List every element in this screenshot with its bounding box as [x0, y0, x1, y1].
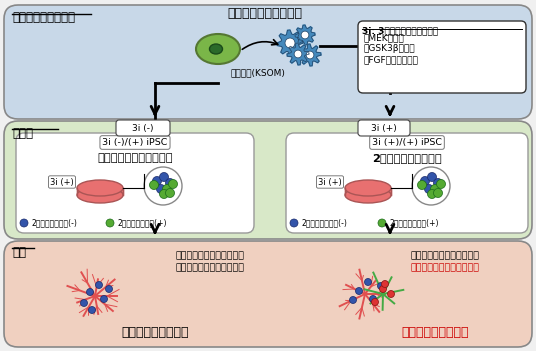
Ellipse shape: [345, 187, 391, 203]
Text: 分化成熟能力が低い: 分化成熟能力が低い: [121, 326, 189, 339]
FancyBboxPatch shape: [286, 133, 528, 233]
Circle shape: [106, 285, 113, 292]
Circle shape: [168, 179, 177, 188]
Circle shape: [80, 299, 87, 306]
Ellipse shape: [345, 180, 391, 196]
FancyBboxPatch shape: [4, 121, 532, 239]
Circle shape: [436, 179, 445, 188]
Text: 分化成熟能力が高い: 分化成熟能力が高い: [401, 326, 469, 339]
Circle shape: [153, 177, 161, 185]
Circle shape: [421, 177, 429, 185]
Circle shape: [290, 219, 298, 227]
Circle shape: [306, 51, 314, 59]
Circle shape: [371, 298, 378, 305]
Text: 3i (+): 3i (+): [318, 178, 342, 186]
Circle shape: [301, 31, 309, 39]
Circle shape: [150, 180, 159, 190]
Text: マウス胚児線維芽細胞: マウス胚児線維芽細胞: [227, 7, 302, 20]
Text: 3i (+): 3i (+): [50, 178, 74, 186]
Circle shape: [106, 219, 114, 227]
Circle shape: [166, 188, 175, 198]
Text: グリア細胞への分化が遅い: グリア細胞への分化が遅い: [175, 263, 244, 272]
Polygon shape: [77, 188, 123, 195]
Text: 3i (+)/(+) iPSC: 3i (+)/(+) iPSC: [372, 138, 442, 147]
Polygon shape: [287, 43, 309, 65]
Circle shape: [355, 287, 362, 294]
Circle shape: [377, 283, 384, 290]
FancyBboxPatch shape: [358, 21, 526, 93]
Circle shape: [369, 296, 376, 303]
Circle shape: [428, 172, 436, 181]
Circle shape: [101, 296, 108, 303]
Text: 2細胞期マーカー(-): 2細胞期マーカー(-): [301, 219, 347, 227]
Circle shape: [382, 280, 389, 287]
Circle shape: [428, 190, 436, 199]
Text: 2細胞期マーカー(+): 2細胞期マーカー(+): [389, 219, 438, 227]
Circle shape: [160, 172, 168, 181]
Circle shape: [434, 179, 443, 187]
Circle shape: [379, 285, 386, 292]
Circle shape: [434, 188, 443, 198]
Text: 3i (+): 3i (+): [371, 124, 397, 132]
Text: 3i: 3種類の化合物カクテル: 3i: 3種類の化合物カクテル: [362, 26, 438, 35]
Circle shape: [294, 50, 302, 58]
Text: グリア細胞への分化が速い: グリア細胞への分化が速い: [411, 263, 480, 272]
Circle shape: [349, 297, 356, 304]
FancyBboxPatch shape: [116, 120, 170, 136]
Text: 3i (-)/(+) iPSC: 3i (-)/(+) iPSC: [102, 138, 168, 147]
Text: リプログラミング期: リプログラミング期: [12, 11, 75, 24]
Circle shape: [430, 185, 440, 193]
Text: 2細胞泡マーカー(+): 2細胞泡マーカー(+): [117, 219, 167, 227]
Polygon shape: [299, 44, 321, 66]
Polygon shape: [345, 188, 391, 195]
Circle shape: [95, 282, 102, 289]
Circle shape: [166, 179, 175, 187]
Circle shape: [88, 306, 95, 313]
Circle shape: [364, 278, 371, 285]
Text: 2細胞期マーカー多い: 2細胞期マーカー多い: [372, 153, 442, 163]
Text: ニューロンへの分化は速い: ニューロンへの分化は速い: [175, 251, 244, 260]
Ellipse shape: [77, 180, 123, 196]
Circle shape: [144, 167, 182, 205]
Text: ニューロンへの分化は速い: ニューロンへの分化は速い: [411, 251, 480, 260]
Text: 2細胞期マーカー(-): 2細胞期マーカー(-): [31, 219, 77, 227]
Text: 分化: 分化: [12, 246, 26, 259]
Text: ・GSK3β阻害剤: ・GSK3β阻害剤: [364, 44, 415, 53]
Polygon shape: [277, 30, 303, 56]
FancyBboxPatch shape: [4, 5, 532, 119]
Ellipse shape: [77, 187, 123, 203]
Circle shape: [20, 219, 28, 227]
FancyBboxPatch shape: [358, 120, 410, 136]
Circle shape: [285, 38, 295, 48]
Text: ２細胞期マーカー少ない: ２細胞期マーカー少ない: [97, 153, 173, 163]
Text: ・MEK阻害剤: ・MEK阻害剤: [364, 33, 405, 42]
FancyBboxPatch shape: [4, 241, 532, 347]
Circle shape: [388, 291, 394, 298]
Ellipse shape: [196, 34, 240, 64]
Circle shape: [86, 289, 93, 296]
Ellipse shape: [210, 44, 222, 54]
Circle shape: [425, 185, 434, 193]
Circle shape: [412, 167, 450, 205]
Circle shape: [378, 219, 386, 227]
FancyBboxPatch shape: [16, 133, 254, 233]
Text: ・FGF受容体阻害剤: ・FGF受容体阻害剤: [364, 55, 419, 64]
Text: 維持期: 維持期: [12, 127, 33, 140]
Circle shape: [160, 190, 168, 199]
Polygon shape: [295, 25, 315, 45]
Text: 転写因子(KSOM): 転写因子(KSOM): [230, 68, 286, 77]
Circle shape: [162, 185, 172, 193]
Circle shape: [157, 185, 166, 193]
Circle shape: [418, 180, 427, 190]
Text: 3i (-): 3i (-): [132, 124, 154, 132]
